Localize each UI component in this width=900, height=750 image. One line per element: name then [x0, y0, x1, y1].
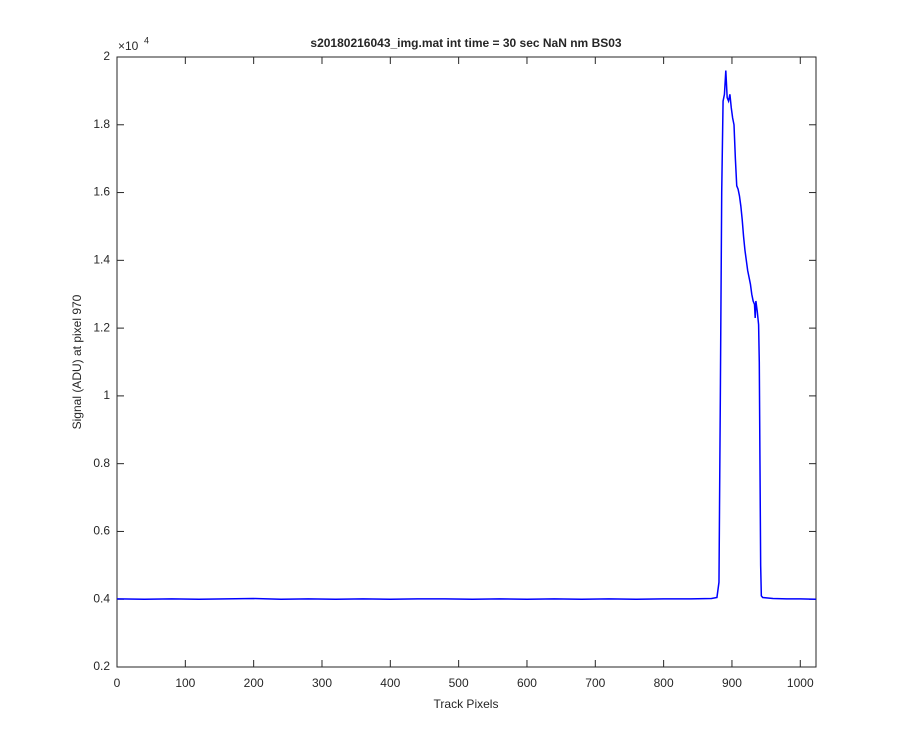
- plot-frame: [116, 56, 817, 668]
- y-tick-label: 0.6: [93, 524, 110, 538]
- x-tick-label: 100: [175, 676, 195, 690]
- x-axis-label: Track Pixels: [434, 697, 499, 711]
- x-tick-label: 0: [114, 676, 121, 690]
- y-multiplier-base: ×10: [118, 39, 139, 53]
- y-tick-label: 0.2: [93, 659, 110, 673]
- x-tick-label: 400: [380, 676, 400, 690]
- y-tick-label: 1.4: [93, 253, 110, 267]
- y-tick-label: 0.8: [93, 456, 110, 470]
- x-tick-label: 500: [449, 676, 469, 690]
- x-tick-label: 600: [517, 676, 537, 690]
- y-tick-label: 1.6: [93, 185, 110, 199]
- x-tick-label: 300: [312, 676, 332, 690]
- x-tick-label: 200: [244, 676, 264, 690]
- y-axis-label: Signal (ADU) at pixel 970: [70, 294, 84, 429]
- x-tick-label: 800: [654, 676, 674, 690]
- x-tick-label: 1000: [787, 676, 814, 690]
- x-tick-label: 700: [585, 676, 605, 690]
- y-tick-label: 2: [103, 49, 110, 63]
- y-tick-label: 1.2: [93, 320, 110, 334]
- y-multiplier-power: 4: [144, 35, 149, 45]
- y-tick-label: 0.4: [93, 591, 110, 605]
- signal-line: [116, 70, 817, 600]
- y-tick-label: 1.8: [93, 117, 110, 131]
- y-tick-label: 1: [103, 388, 110, 402]
- x-tick-label: 900: [722, 676, 742, 690]
- chart-title: s20180216043_img.mat int time = 30 sec N…: [310, 36, 622, 50]
